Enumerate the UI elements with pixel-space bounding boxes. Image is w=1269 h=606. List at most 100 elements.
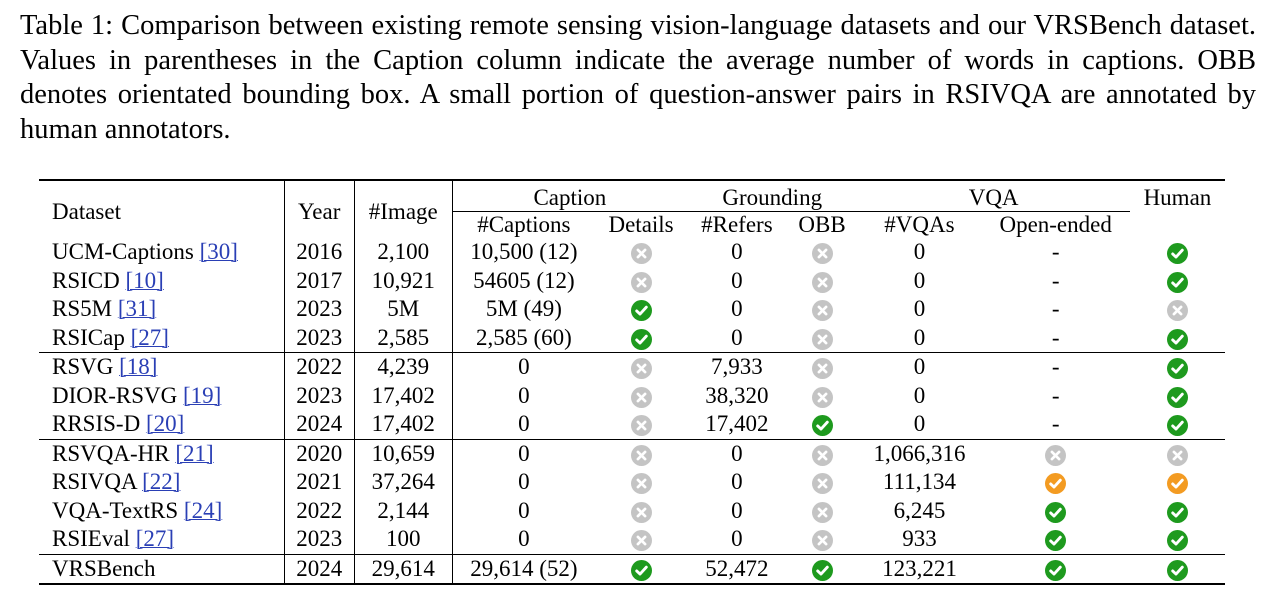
image-count-cell: 29,614 bbox=[354, 553, 453, 584]
vqas-cell: 0 bbox=[913, 411, 926, 437]
citation-link[interactable]: [10] bbox=[125, 267, 164, 293]
image-count-cell: 4,239 bbox=[354, 352, 453, 382]
obb-cell bbox=[787, 267, 858, 296]
vqas-cell: 0 bbox=[913, 267, 926, 293]
cross-icon bbox=[630, 530, 652, 552]
human-cell bbox=[1130, 497, 1225, 526]
details-cell bbox=[595, 352, 688, 382]
open-ended-cell: - bbox=[1051, 382, 1060, 408]
table-row: UCM-Captions [30] 2016 2,100 10,500 (12) 0 0- bbox=[39, 238, 1225, 267]
header-grounding-group: Grounding bbox=[687, 180, 858, 212]
dataset-cell: RSICap [27] bbox=[39, 323, 285, 353]
partial-check-icon bbox=[1166, 473, 1188, 495]
captions-cell: 5M (49) bbox=[485, 296, 562, 322]
vqas-cell: 1,066,316 bbox=[857, 438, 982, 468]
human-cell bbox=[1130, 238, 1225, 267]
citation-link[interactable]: [18] bbox=[119, 354, 158, 380]
details-cell bbox=[595, 438, 688, 468]
cross-icon bbox=[1045, 444, 1067, 466]
dataset-cell: RSICD [10] bbox=[39, 266, 285, 295]
cross-icon bbox=[1166, 444, 1188, 466]
human-cell bbox=[1130, 410, 1225, 439]
obb-cell bbox=[786, 553, 858, 584]
image-count-cell: 100 bbox=[354, 525, 453, 554]
open-ended-cell: - bbox=[1051, 411, 1060, 437]
details-cell bbox=[595, 553, 688, 584]
dataset-name: RSICD bbox=[52, 267, 120, 293]
check-icon bbox=[1045, 501, 1067, 523]
image-count-cell: 2,585 bbox=[354, 323, 453, 353]
check-icon bbox=[1166, 328, 1188, 350]
human-cell bbox=[1129, 553, 1225, 584]
cross-icon bbox=[811, 473, 833, 495]
details-cell bbox=[595, 468, 687, 497]
year-cell: 2022 bbox=[284, 352, 355, 382]
open-ended-cell: - bbox=[1051, 267, 1060, 293]
header-open-ended: Open-ended bbox=[999, 212, 1112, 237]
cross-icon bbox=[811, 386, 833, 408]
table-row: RS5M [31] 2023 5M 5M (49) 0 0- bbox=[39, 295, 1225, 324]
citation-link[interactable]: [21] bbox=[175, 440, 214, 466]
dataset-name: RS5M bbox=[52, 296, 113, 322]
header-vqas: #VQAs bbox=[884, 212, 955, 237]
citation-link[interactable]: [30] bbox=[199, 239, 238, 265]
check-icon bbox=[1166, 530, 1188, 552]
check-icon bbox=[630, 328, 652, 350]
captions-cell: 0 bbox=[452, 352, 596, 382]
details-cell bbox=[595, 238, 687, 267]
captions-cell: 0 bbox=[518, 497, 530, 523]
check-icon bbox=[630, 559, 652, 581]
table-row: RSIVQA [22] 2021 37,264 0 0 111,134 bbox=[39, 468, 1225, 497]
image-count-cell: 17,402 bbox=[354, 410, 453, 439]
image-count-cell: 2,144 bbox=[354, 496, 453, 525]
citation-link[interactable]: [22] bbox=[142, 469, 181, 495]
table-row: RRSIS-D [20] 2024 17,402 0 17,402 0- bbox=[39, 410, 1225, 439]
human-cell bbox=[1130, 382, 1225, 411]
vqas-cell: 123,221 bbox=[857, 553, 982, 584]
open-ended-cell bbox=[981, 525, 1129, 554]
vqas-cell: 0 bbox=[913, 239, 926, 265]
dataset-name: RRSIS-D bbox=[52, 411, 141, 437]
image-count-cell: 10,659 bbox=[354, 438, 453, 468]
dataset-name: RSVG bbox=[52, 354, 114, 380]
details-cell bbox=[595, 295, 687, 324]
dataset-cell: RRSIS-D [20] bbox=[39, 410, 285, 439]
citation-link[interactable]: [27] bbox=[135, 526, 175, 552]
citation-link[interactable]: [31] bbox=[117, 296, 157, 322]
dataset-name: VRSBench bbox=[52, 555, 156, 581]
header-caption-group: Caption bbox=[452, 180, 688, 212]
citation-link[interactable]: [24] bbox=[183, 497, 223, 523]
dataset-cell: RSVQA-HR [21] bbox=[39, 438, 285, 468]
dataset-name: RSIEval bbox=[52, 526, 130, 552]
check-icon bbox=[1166, 415, 1188, 437]
refers-cell: 38,320 bbox=[705, 382, 769, 408]
cross-icon bbox=[630, 415, 652, 437]
refers-cell: 0 bbox=[731, 324, 743, 350]
image-count-cell: 37,264 bbox=[354, 468, 453, 497]
open-ended-cell bbox=[981, 438, 1130, 468]
human-cell bbox=[1129, 438, 1225, 468]
check-icon bbox=[630, 300, 652, 322]
dataset-name: VQA-TextRS bbox=[52, 497, 179, 523]
captions-cell: 0 bbox=[518, 469, 530, 495]
captions-cell: 0 bbox=[518, 526, 530, 552]
cross-icon bbox=[630, 243, 652, 265]
cross-icon bbox=[630, 386, 652, 408]
captions-cell: 54605 (12) bbox=[473, 267, 575, 293]
header-obb: OBB bbox=[798, 212, 846, 237]
citation-link[interactable]: [27] bbox=[130, 324, 169, 350]
citation-link[interactable]: [20] bbox=[145, 411, 185, 437]
cross-icon bbox=[811, 328, 833, 350]
obb-cell bbox=[787, 525, 858, 554]
captions-cell: 2,585 (60) bbox=[475, 324, 572, 350]
open-ended-cell bbox=[981, 468, 1129, 497]
cross-icon bbox=[630, 271, 652, 293]
details-cell bbox=[595, 267, 687, 296]
table-row: RSVQA-HR [21] 2020 10,659 0 0 1,066,316 bbox=[39, 438, 1225, 468]
check-icon bbox=[811, 559, 833, 581]
dataset-cell: RSVG [18] bbox=[39, 352, 285, 382]
citation-link[interactable]: [19] bbox=[182, 382, 222, 408]
human-cell bbox=[1130, 267, 1225, 296]
table-row: RSICD [10] 2017 10,921 54605 (12) 0 0- bbox=[39, 266, 1225, 296]
cross-icon bbox=[1166, 300, 1188, 322]
